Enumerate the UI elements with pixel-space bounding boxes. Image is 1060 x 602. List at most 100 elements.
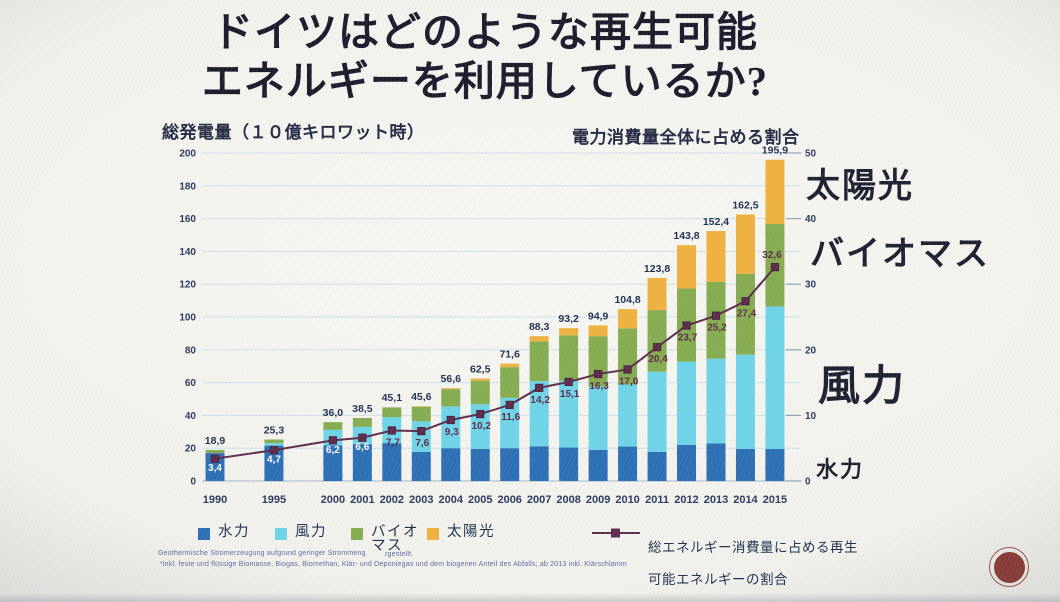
- left-axis-tick-labels: 0 20 40 60 80 100 120 140 160 180 200: [179, 149, 196, 488]
- svg-text:200: 200: [179, 149, 196, 160]
- bar-segment-solar: [559, 328, 579, 336]
- svg-text:2010: 2010: [615, 494, 639, 506]
- bar-segment-biomass: [559, 335, 579, 381]
- svg-text:17,0: 17,0: [619, 376, 639, 387]
- svg-text:80: 80: [185, 345, 197, 356]
- bar-segment-wind: [647, 371, 667, 452]
- svg-text:23,7: 23,7: [678, 333, 698, 344]
- bar-segment-biomass: [352, 418, 372, 427]
- trend-value-labels: 3,4 4,7 6,2 6,6 7,7 7,6 9,3 10,2 11,6 14,2 15,1 16,…: [208, 250, 782, 474]
- svg-text:7,6: 7,6: [415, 438, 429, 449]
- bar-segment-hydro: [588, 449, 608, 481]
- legend-item-trend-line: 総エネルギー消費量に占める再生 可能エネルギーの割合: [592, 524, 858, 588]
- right-axis-caption: 電力消費量全体に占める割合: [572, 128, 800, 147]
- annotation-wind: 風力: [818, 364, 907, 410]
- svg-text:4,7: 4,7: [267, 455, 281, 466]
- bar-segment-wind: [529, 381, 549, 447]
- trend-marker: [623, 365, 632, 374]
- solar-swatch-icon: [427, 528, 439, 540]
- svg-text:2003: 2003: [409, 494, 433, 506]
- svg-text:1995: 1995: [262, 494, 286, 506]
- svg-text:152,4: 152,4: [703, 216, 729, 228]
- bar-segment-biomass: [441, 389, 461, 407]
- bar-segment-hydro: [735, 448, 755, 481]
- svg-text:11,6: 11,6: [501, 412, 520, 423]
- bar-segment-hydro: [470, 448, 490, 481]
- svg-text:25,2: 25,2: [707, 323, 727, 334]
- svg-text:50: 50: [805, 149, 817, 160]
- trend-marker: [741, 297, 750, 306]
- svg-text:14,2: 14,2: [530, 395, 550, 406]
- svg-text:6,6: 6,6: [355, 442, 369, 453]
- svg-text:0: 0: [190, 477, 196, 488]
- svg-text:30: 30: [805, 280, 817, 291]
- bar-segment-wind: [618, 384, 638, 447]
- svg-text:2002: 2002: [380, 494, 404, 506]
- bar-segment-hydro: [323, 445, 343, 481]
- svg-text:2008: 2008: [556, 494, 580, 506]
- trend-marker: [387, 426, 396, 435]
- svg-text:140: 140: [179, 247, 196, 258]
- svg-text:36,0: 36,0: [323, 407, 344, 419]
- trend-markers: [210, 263, 780, 463]
- bar-segment-solar: [618, 309, 638, 329]
- bar-segment-solar: [470, 378, 490, 381]
- svg-text:10,2: 10,2: [471, 421, 491, 432]
- svg-text:62,5: 62,5: [470, 364, 491, 376]
- svg-text:88,3: 88,3: [529, 321, 550, 333]
- trend-marker: [417, 427, 426, 436]
- svg-text:143,8: 143,8: [673, 230, 699, 242]
- bar-segment-wind: [500, 397, 520, 449]
- bar-segment-biomass: [647, 310, 667, 372]
- bars: [205, 159, 785, 481]
- bar-segment-biomass: [411, 406, 431, 422]
- bar-segment-biomass: [323, 422, 343, 430]
- bar-segment-solar: [500, 363, 520, 368]
- bar-segment-solar: [677, 245, 697, 289]
- svg-text:10: 10: [805, 411, 817, 422]
- trend-marker: [210, 454, 220, 463]
- legend-item-solar: 太陽光: [427, 525, 495, 540]
- bar-segment-solar: [706, 231, 726, 282]
- svg-text:9,3: 9,3: [445, 427, 459, 438]
- page-title: ドイツはどのような再生可能 エネルギーを利用しているか?: [160, 8, 810, 106]
- bar-segment-wind: [677, 361, 697, 445]
- trend-marker: [446, 415, 455, 425]
- svg-text:195,9: 195,9: [762, 145, 788, 157]
- svg-text:162,5: 162,5: [732, 200, 758, 212]
- bar-segment-biomass: [588, 336, 608, 387]
- bar-segment-biomass: [500, 367, 520, 398]
- footnote-geothermal-left: Geothermische Stromerzeugung aufgrund ge…: [158, 550, 366, 557]
- svg-text:7,7: 7,7: [386, 437, 400, 448]
- svg-text:2000: 2000: [321, 494, 345, 506]
- svg-text:15,1: 15,1: [560, 389, 580, 400]
- trend-marker: [682, 321, 691, 330]
- svg-text:123,8: 123,8: [644, 263, 670, 275]
- trend-marker: [535, 383, 544, 392]
- svg-text:25,3: 25,3: [264, 425, 285, 437]
- bar-segment-hydro: [529, 446, 549, 481]
- svg-text:2005: 2005: [468, 494, 492, 506]
- bar-segment-solar: [588, 325, 608, 337]
- svg-text:40: 40: [185, 411, 197, 422]
- svg-text:20,4: 20,4: [648, 354, 668, 365]
- svg-text:0: 0: [805, 477, 811, 488]
- legend-label-wind: 風力: [295, 524, 327, 540]
- bar-segment-hydro: [382, 443, 402, 481]
- bar-segment-solar: [735, 214, 755, 274]
- svg-text:16,3: 16,3: [589, 381, 609, 392]
- svg-text:45,6: 45,6: [411, 391, 432, 403]
- bar-segment-wind: [441, 406, 461, 449]
- svg-text:2014: 2014: [733, 494, 758, 506]
- trend-line: [214, 266, 776, 460]
- right-axis-ticks: 0 10 20 30 40 50: [786, 149, 817, 488]
- trend-line-sample-icon: [592, 528, 640, 538]
- bar-segment-solar: [765, 159, 785, 225]
- bar-segment-hydro: [618, 446, 638, 481]
- bar-segment-wind: [264, 443, 284, 446]
- bar-total-labels: 18,9 25,3 36,0 38,5 45,1 45,6 56,6 62,5 71,6 88,3…: [205, 145, 788, 447]
- legend-label-biomass: バイオ マス: [371, 524, 419, 554]
- svg-text:2001: 2001: [350, 494, 374, 506]
- bar-segment-biomass: [529, 341, 549, 382]
